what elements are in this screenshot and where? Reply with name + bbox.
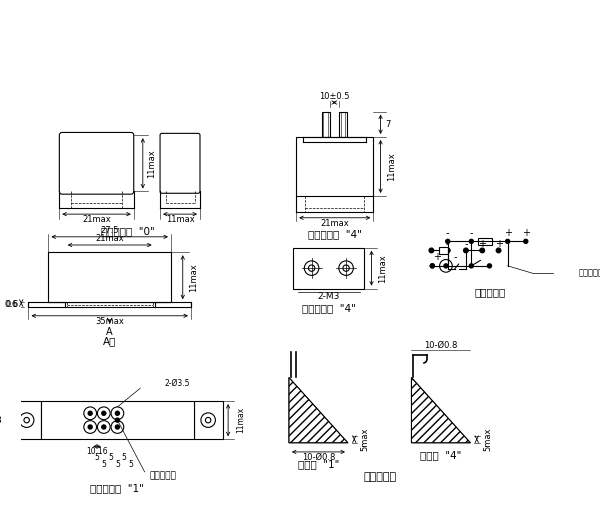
Text: 21max: 21max [320, 218, 349, 227]
Text: 底视电路图: 底视电路图 [475, 287, 506, 297]
Bar [339, 112, 347, 137]
Text: 安装方式：  "4": 安装方式： "4" [308, 229, 362, 239]
Circle shape [101, 424, 107, 430]
Text: 10.16: 10.16 [86, 448, 108, 457]
Text: 插针式  "1": 插针式 "1" [298, 460, 339, 470]
Text: +: + [433, 252, 441, 262]
Text: 0.6: 0.6 [5, 300, 19, 309]
Circle shape [101, 411, 107, 416]
Text: -: - [446, 228, 449, 238]
Text: 11max: 11max [166, 215, 194, 224]
Text: 0.6: 0.6 [4, 300, 17, 309]
Bar [194, 401, 223, 439]
Circle shape [496, 248, 501, 253]
Bar [322, 112, 330, 137]
Circle shape [487, 263, 492, 269]
Text: 5: 5 [101, 460, 106, 469]
Text: 5: 5 [108, 453, 113, 462]
Text: 21max: 21max [95, 234, 124, 243]
Text: 安装方式：  "1": 安装方式： "1" [91, 483, 145, 493]
Text: 5max: 5max [361, 427, 370, 451]
Circle shape [443, 263, 449, 269]
Text: 10±0.5: 10±0.5 [319, 92, 350, 101]
Circle shape [88, 411, 93, 416]
Circle shape [429, 248, 434, 253]
Circle shape [480, 248, 484, 253]
Bar [28, 302, 191, 307]
Circle shape [445, 248, 450, 253]
Text: 5: 5 [95, 453, 100, 462]
Text: 后激励线圈: 后激励线圈 [578, 269, 600, 278]
Text: 11max: 11max [378, 254, 387, 282]
Text: 21max: 21max [82, 215, 111, 224]
Text: 27.5: 27.5 [100, 226, 119, 235]
Circle shape [115, 411, 120, 416]
Text: A: A [106, 327, 113, 337]
Circle shape [445, 239, 451, 244]
Circle shape [430, 263, 435, 269]
Text: 8: 8 [0, 416, 1, 425]
Bar [49, 252, 171, 302]
Text: -: - [470, 228, 473, 238]
Circle shape [88, 424, 93, 430]
Text: 安装方式：  "4": 安装方式： "4" [302, 304, 356, 314]
Text: +: + [503, 228, 512, 238]
Text: +: + [494, 239, 503, 249]
Text: -: - [453, 252, 457, 262]
Text: 5: 5 [128, 460, 133, 469]
Polygon shape [412, 378, 470, 443]
Text: -: - [446, 239, 449, 249]
Text: 5max: 5max [483, 427, 492, 451]
Circle shape [469, 239, 474, 244]
Circle shape [505, 239, 511, 244]
Text: 11max: 11max [148, 149, 157, 178]
Text: 5: 5 [122, 453, 127, 462]
Text: 引出端型式: 引出端型式 [363, 472, 396, 482]
Text: 11max: 11max [236, 407, 245, 433]
Circle shape [523, 239, 529, 244]
Text: -: - [464, 239, 467, 249]
Text: 10-Ø0.8: 10-Ø0.8 [424, 341, 458, 350]
Circle shape [469, 263, 474, 269]
Text: 焊钩式  "4": 焊钩式 "4" [420, 451, 461, 461]
Text: 着色绝缘子: 着色绝缘子 [149, 471, 176, 480]
Circle shape [464, 248, 468, 253]
Text: 11max: 11max [387, 152, 396, 181]
Bar [478, 238, 492, 245]
Text: 5: 5 [115, 460, 120, 469]
Bar [293, 248, 364, 288]
Text: 2-M3: 2-M3 [317, 292, 340, 301]
FancyBboxPatch shape [160, 133, 200, 193]
Circle shape [115, 417, 120, 423]
Polygon shape [289, 378, 348, 443]
Text: +: + [522, 228, 530, 238]
Circle shape [430, 263, 435, 269]
Text: 35max: 35max [95, 317, 124, 326]
Text: 2-Ø3.5: 2-Ø3.5 [164, 378, 190, 387]
FancyBboxPatch shape [59, 132, 134, 194]
Text: +: + [478, 239, 486, 249]
Text: A向: A向 [103, 336, 116, 346]
Text: 安装方式：  "0": 安装方式： "0" [101, 226, 155, 236]
Text: 10-Ø0.8: 10-Ø0.8 [302, 453, 335, 462]
Bar [12, 401, 41, 439]
Bar [296, 137, 373, 196]
Text: 11max: 11max [189, 263, 198, 291]
Circle shape [115, 424, 120, 430]
Bar [439, 247, 448, 254]
Bar [41, 401, 194, 439]
Text: 7: 7 [385, 120, 391, 129]
